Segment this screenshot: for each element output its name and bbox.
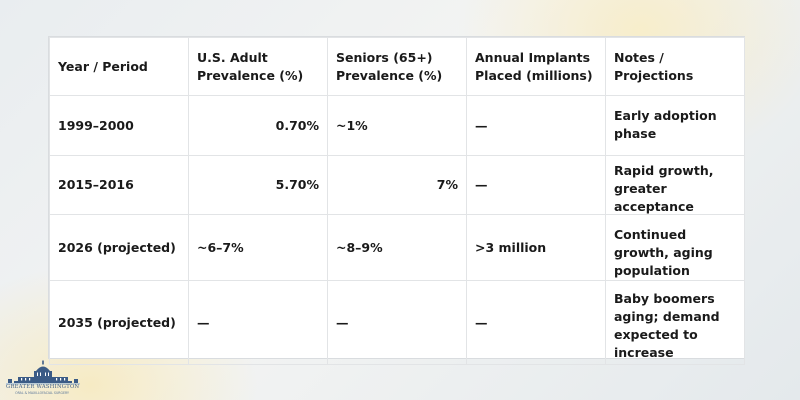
cell-notes-text: Baby boomers aging; demand expected to i… <box>614 291 720 360</box>
logo-name: GREATER WASHINGTON <box>6 384 80 390</box>
cell-period: 2026 (projected) <box>49 214 189 281</box>
cell-adult-prevalence: — <box>188 280 328 365</box>
cell-notes: Continued growth, aging population <box>605 214 745 281</box>
cell-annual-implants: — <box>466 155 606 215</box>
table-row: 1999–2000 0.70% ~1% — Early adoption pha… <box>49 95 745 156</box>
cell-period: 1999–2000 <box>49 95 189 156</box>
logo-subtitle: ORAL & MAXILLOFACIAL SURGERY <box>15 391 69 395</box>
cell-period: 2015–2016 <box>49 155 189 215</box>
table-row: 2026 (projected) ~6–7% ~8–9% >3 million … <box>49 214 745 281</box>
cell-notes: Baby boomers aging; demand expected to i… <box>605 280 745 365</box>
cell-annual-implants: — <box>466 280 606 365</box>
table-header-row: Year / Period U.S. Adult Prevalence (%) … <box>49 37 745 96</box>
cell-adult-prevalence: ~6–7% <box>188 214 328 281</box>
cell-adult-prevalence: 0.70% <box>188 95 328 156</box>
cell-adult-prevalence: 5.70% <box>188 155 328 215</box>
header-notes: Notes / Projections <box>605 37 745 96</box>
cell-notes-text: Early adoption phase <box>614 108 717 141</box>
cell-senior-prevalence: ~1% <box>327 95 467 156</box>
header-adult-prevalence: U.S. Adult Prevalence (%) <box>188 37 328 96</box>
header-senior-prevalence: Seniors (65+) Prevalence (%) <box>327 37 467 96</box>
cell-notes: Early adoption phase <box>605 95 745 156</box>
data-table-card: Year / Period U.S. Adult Prevalence (%) … <box>48 36 745 365</box>
table-row: 2015–2016 5.70% 7% — Rapid growth, great… <box>49 155 745 215</box>
cell-annual-implants: >3 million <box>466 214 606 281</box>
header-annual-implants: Annual Implants Placed (millions) <box>466 37 606 96</box>
cell-notes-text: Rapid growth, greater acceptance <box>614 163 714 214</box>
capitol-dome-icon <box>6 360 80 385</box>
implant-prevalence-table: Year / Period U.S. Adult Prevalence (%) … <box>49 37 745 365</box>
cell-notes-text: Continued growth, aging population <box>614 227 713 278</box>
cell-period: 2035 (projected) <box>49 280 189 365</box>
cell-annual-implants: — <box>466 95 606 156</box>
header-year-period: Year / Period <box>49 37 189 96</box>
cell-senior-prevalence: — <box>327 280 467 365</box>
cell-senior-prevalence: ~8–9% <box>327 214 467 281</box>
cell-senior-prevalence: 7% <box>327 155 467 215</box>
table-row: 2035 (projected) — — — Baby boomers agin… <box>49 280 745 365</box>
cell-notes: Rapid growth, greater acceptance <box>605 155 745 215</box>
